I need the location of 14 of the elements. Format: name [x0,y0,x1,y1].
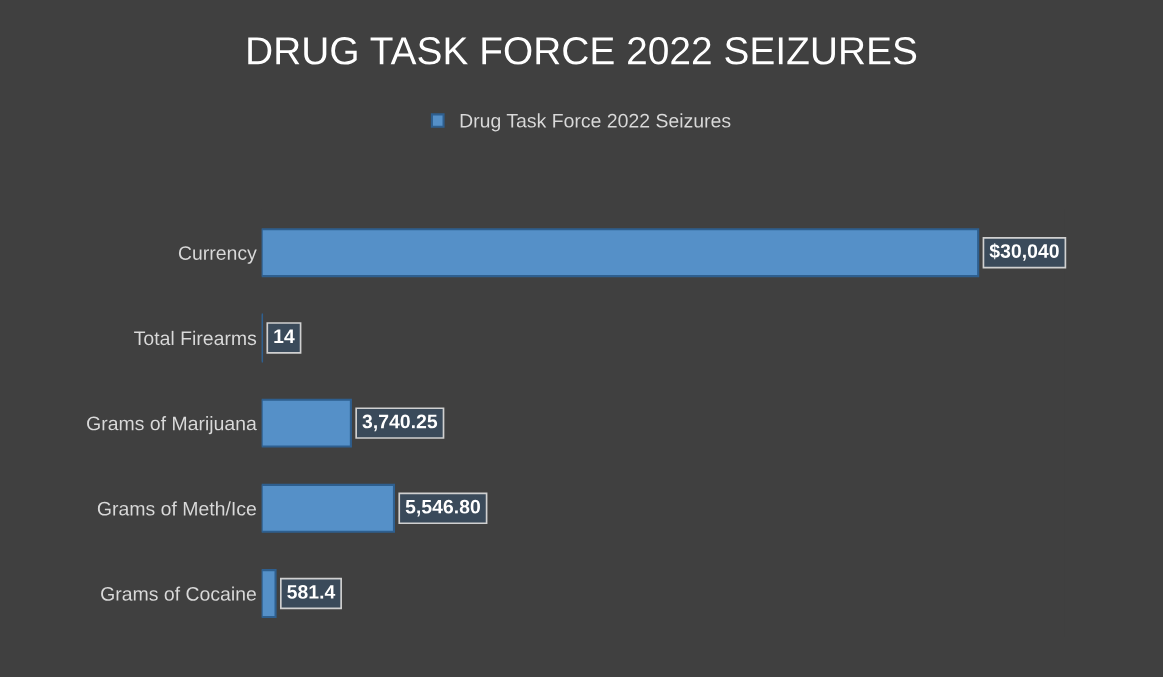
data-label: 5,546.80 [405,499,480,517]
y-tick-label: Currency [178,246,257,264]
legend-label: Drug Task Force 2022 Seizures [460,113,731,132]
data-label: 581.4 [287,585,336,599]
y-tick-label: Total Firearms [134,330,257,346]
bar [261,398,352,448]
bar [261,569,277,619]
data-label: 14 [274,329,295,343]
y-tick-label: Grams of Marijuana [87,416,257,435]
y-tick-label: Grams of Cocaine [101,586,256,601]
chart-title: DRUG TASK FORCE 2022 SEIZURES [248,37,917,65]
data-label: $30,040 [989,243,1059,261]
data-label: 3,740.25 [362,414,438,432]
y-tick-label: Grams of Meth/Ice [97,501,256,516]
